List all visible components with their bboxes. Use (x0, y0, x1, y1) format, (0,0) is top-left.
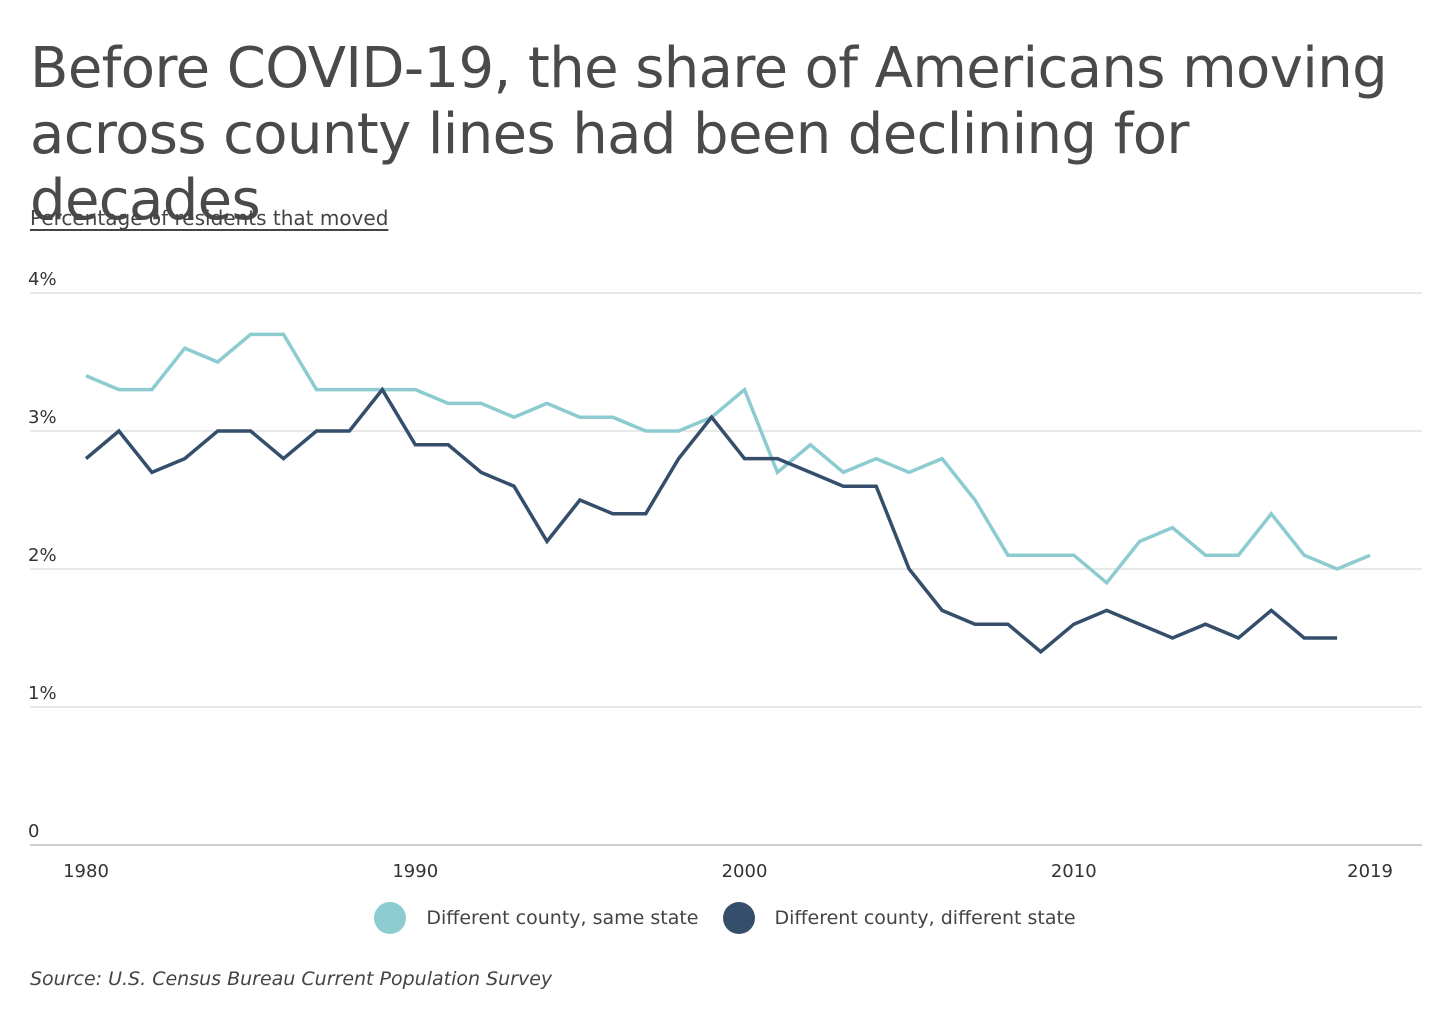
legend-swatch-same-state (374, 902, 407, 934)
x-axis-ticks: 1980 1990 2000 2010 2019 (63, 861, 1393, 882)
chart-title-line-1: Before COVID-19, the share of Americans … (30, 36, 1388, 101)
legend-label-same-state: Different county, same state (426, 907, 699, 929)
x-tick-label: 1990 (392, 861, 438, 882)
chart-legend: Different county, same state Different c… (0, 902, 1450, 934)
legend-label-different-state: Different county, different state (774, 907, 1076, 929)
x-tick-label: 2010 (1051, 861, 1097, 882)
chart-title: Before COVID-19, the share of Americans … (30, 36, 1430, 234)
y-tick-label: 4% (28, 269, 57, 290)
line-chart: 0 1% 2% 3% 4% 1980 1990 2000 2010 2019 (28, 269, 1422, 882)
legend-item-same-state: Different county, same state (374, 902, 699, 934)
x-tick-label: 2019 (1347, 861, 1393, 882)
chart-title-line-2: across county lines had been declining f… (30, 102, 1189, 233)
y-tick-label: 2% (28, 545, 57, 566)
y-tick-label: 3% (28, 407, 57, 428)
series-lines (84, 332, 1371, 655)
legend-item-different-state: Different county, different state (722, 902, 1076, 934)
source-note: Source: U.S. Census Bureau Current Popul… (30, 968, 553, 990)
y-tick-label: 0 (28, 821, 39, 842)
series-line-same-state (85, 332, 1371, 586)
series-line-different-state (84, 386, 1338, 655)
grid-lines (30, 292, 1422, 846)
y-tick-label: 1% (28, 683, 57, 704)
x-tick-label: 2000 (722, 861, 768, 882)
legend-swatch-different-state (722, 902, 755, 934)
chart-subtitle: Percentage of residents that moved (30, 206, 389, 230)
x-tick-label: 1980 (63, 861, 109, 882)
y-axis-ticks: 0 1% 2% 3% 4% (28, 269, 57, 842)
